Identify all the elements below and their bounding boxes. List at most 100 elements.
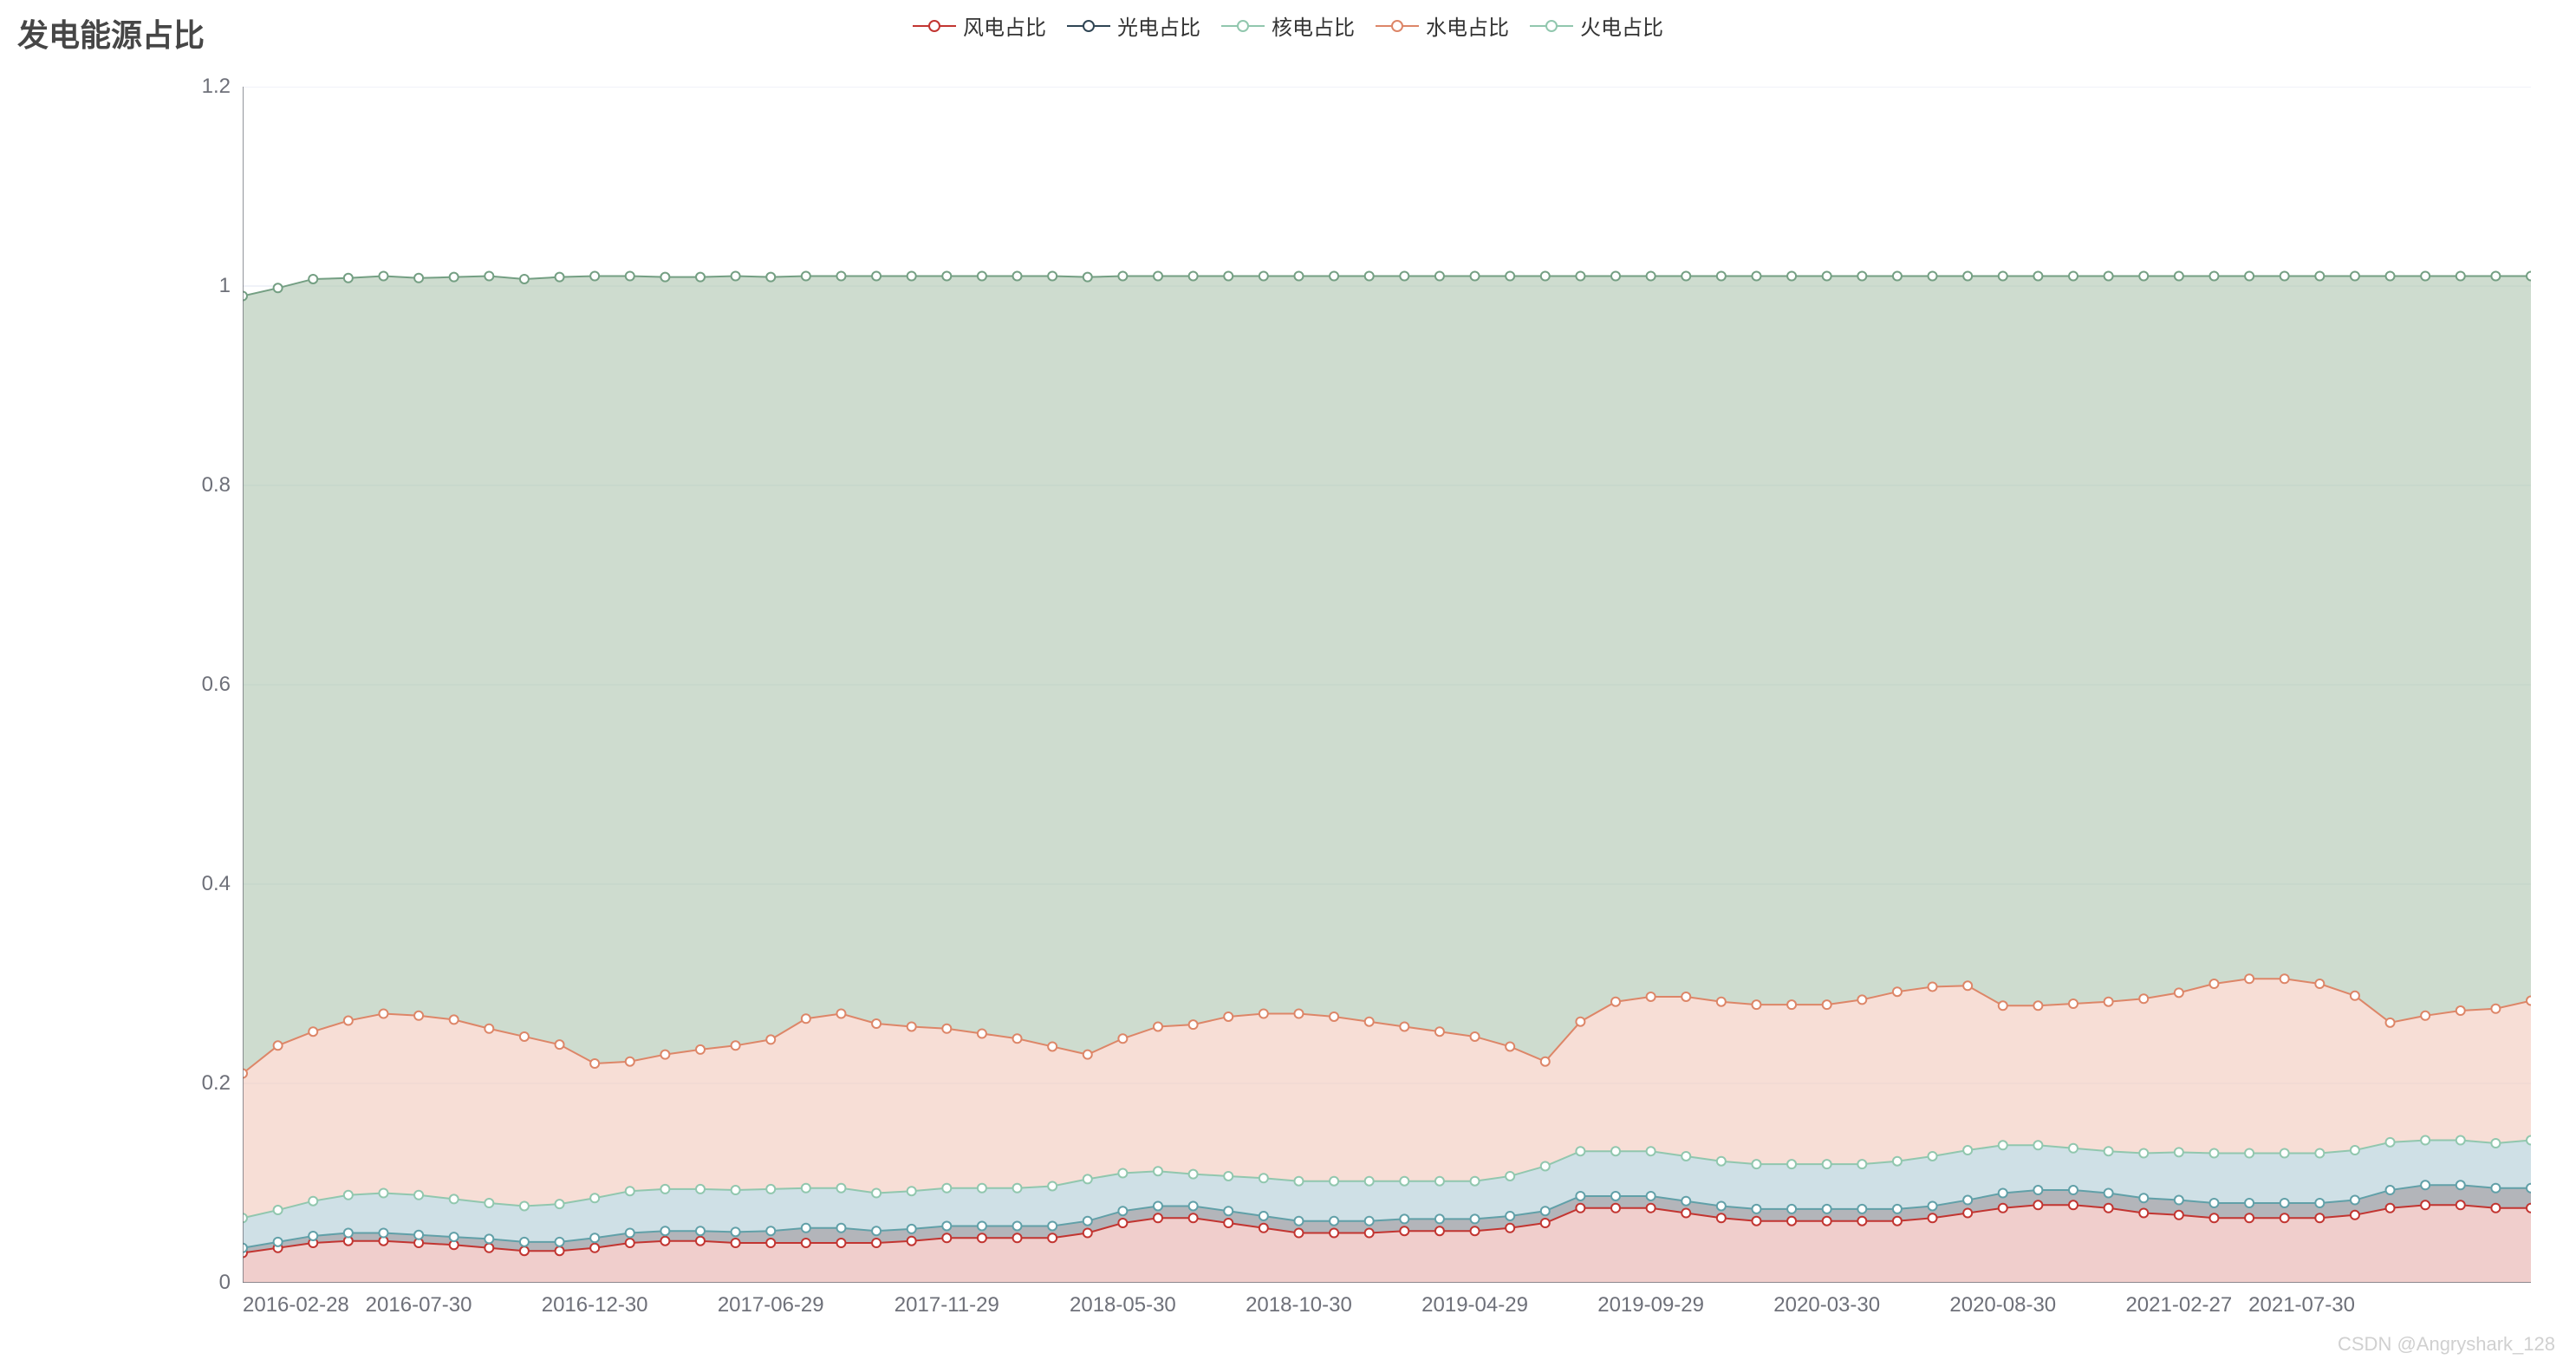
marker[interactable] [1541,1057,1550,1066]
marker[interactable] [309,275,317,283]
marker[interactable] [1752,1205,1760,1213]
marker[interactable] [1189,1213,1198,1222]
marker[interactable] [732,1041,740,1050]
marker[interactable] [1929,1201,1937,1210]
marker[interactable] [520,275,529,283]
marker[interactable] [1857,272,1866,281]
marker[interactable] [2315,1213,2324,1222]
marker[interactable] [485,1244,493,1252]
marker[interactable] [2280,1199,2289,1207]
marker[interactable] [2069,1144,2078,1153]
marker[interactable] [660,273,669,282]
marker[interactable] [1013,1184,1022,1193]
marker[interactable] [1857,1160,1866,1168]
marker[interactable] [2033,272,2042,281]
marker[interactable] [2386,1204,2395,1213]
marker[interactable] [1647,272,1656,281]
marker[interactable] [1083,1217,1092,1226]
marker[interactable] [2351,1211,2359,1220]
marker[interactable] [2139,1149,2148,1158]
marker[interactable] [1893,272,1902,281]
marker[interactable] [2351,1196,2359,1205]
area-thermal[interactable] [243,276,2531,1074]
marker[interactable] [1118,1169,1127,1178]
marker[interactable] [1893,987,1902,996]
marker[interactable] [379,272,387,281]
marker[interactable] [1929,1152,1937,1161]
marker[interactable] [2491,272,2500,281]
marker[interactable] [1823,1000,1831,1009]
marker[interactable] [2456,272,2465,281]
marker[interactable] [2209,979,2218,988]
marker[interactable] [1294,1177,1303,1186]
marker[interactable] [1682,1197,1690,1206]
marker[interactable] [872,272,881,281]
marker[interactable] [1435,272,1444,281]
marker[interactable] [2527,997,2531,1005]
marker[interactable] [1893,1205,1902,1213]
legend-item-thermal[interactable]: 火电占比 [1530,10,1663,41]
marker[interactable] [556,1246,564,1255]
marker[interactable] [1330,1012,1338,1021]
marker[interactable] [414,1191,423,1200]
marker[interactable] [766,1035,775,1044]
legend-item-nuclear[interactable]: 核电占比 [1221,10,1355,41]
marker[interactable] [485,1234,493,1243]
marker[interactable] [872,1226,881,1235]
marker[interactable] [590,1059,599,1068]
marker[interactable] [2139,272,2148,281]
marker[interactable] [872,1189,881,1198]
marker[interactable] [2069,1186,2078,1194]
marker[interactable] [2351,1146,2359,1155]
marker[interactable] [1013,272,1022,281]
marker[interactable] [2456,1136,2465,1145]
marker[interactable] [309,1197,317,1206]
marker[interactable] [802,1014,810,1023]
marker[interactable] [1857,1217,1866,1226]
marker[interactable] [1259,1212,1268,1220]
marker[interactable] [1541,1219,1550,1227]
marker[interactable] [942,1221,951,1230]
marker[interactable] [836,1224,845,1233]
marker[interactable] [1435,1226,1444,1235]
marker[interactable] [1857,1205,1866,1213]
marker[interactable] [978,1221,986,1230]
marker[interactable] [2033,1200,2042,1209]
marker[interactable] [1611,1147,1620,1155]
marker[interactable] [978,272,986,281]
marker[interactable] [2139,1194,2148,1202]
marker[interactable] [1471,1032,1480,1041]
marker[interactable] [836,272,845,281]
marker[interactable] [1365,1229,1374,1238]
marker[interactable] [1365,1217,1374,1226]
marker[interactable] [309,1232,317,1240]
marker[interactable] [1541,1207,1550,1215]
marker[interactable] [978,1233,986,1242]
marker[interactable] [696,1226,705,1235]
marker[interactable] [1189,272,1198,281]
marker[interactable] [1787,1160,1796,1168]
marker[interactable] [732,272,740,281]
marker[interactable] [450,1194,459,1203]
marker[interactable] [836,1010,845,1018]
marker[interactable] [344,1191,353,1200]
marker[interactable] [1752,1160,1760,1168]
marker[interactable] [1999,272,2007,281]
marker[interactable] [274,1238,283,1246]
marker[interactable] [802,272,810,281]
marker[interactable] [1576,1147,1584,1155]
marker[interactable] [2280,974,2289,983]
marker[interactable] [2315,272,2324,281]
marker[interactable] [2386,1186,2395,1194]
marker[interactable] [556,273,564,282]
marker[interactable] [2527,1184,2531,1193]
marker[interactable] [1506,1172,1514,1181]
marker[interactable] [1083,273,1092,282]
marker[interactable] [344,1017,353,1025]
marker[interactable] [732,1227,740,1236]
marker[interactable] [1294,1010,1303,1018]
marker[interactable] [1048,272,1057,281]
marker[interactable] [2175,1211,2183,1220]
marker[interactable] [1154,272,1162,281]
marker[interactable] [1506,272,1514,281]
